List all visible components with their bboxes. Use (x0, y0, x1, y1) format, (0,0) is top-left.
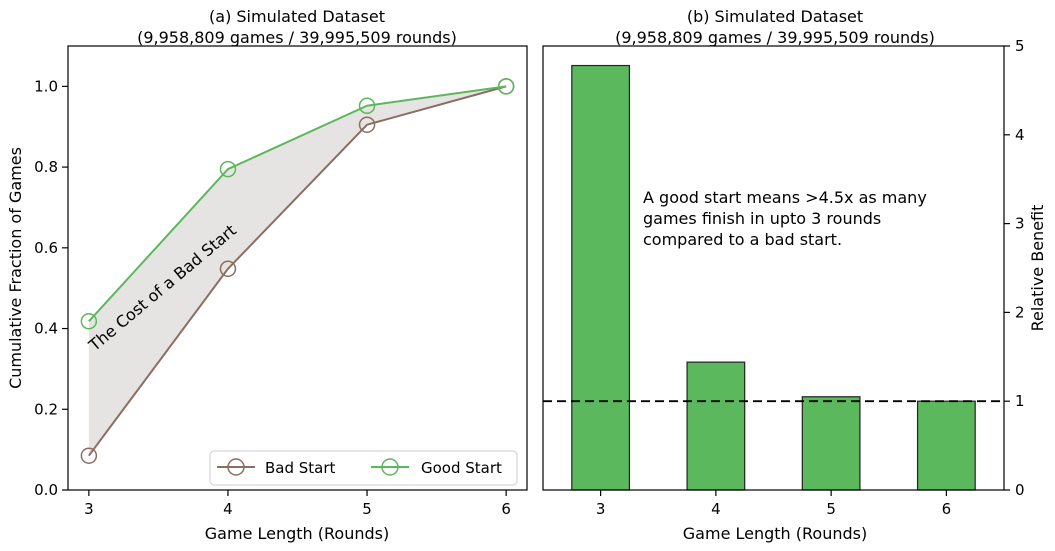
y-tick-label: 1.0 (34, 77, 58, 95)
y-tick-label: 1 (1015, 392, 1025, 410)
x-tick-label: 3 (84, 500, 94, 518)
legend: Bad Start Good Start (209, 450, 518, 486)
legend-bad-start-marker (227, 458, 245, 476)
panel-a-title-line2: (9,958,809 games / 39,995,509 rounds) (137, 28, 457, 47)
data-point-good-start (219, 160, 237, 178)
data-point-bad-start (80, 447, 98, 464)
panel-a-series (80, 78, 515, 464)
panel-a-y-ticks: 0.0 0.2 0.4 0.6 0.8 1.0 (34, 77, 68, 499)
data-point-good-start (497, 78, 515, 95)
legend-bad-start-label: Bad Start (265, 459, 336, 477)
panel-b-title-line1: (b) Simulated Dataset (687, 7, 863, 26)
legend-good-start-label: Good Start (421, 459, 502, 477)
y-tick-label: 4 (1015, 126, 1025, 144)
y-tick-label: 0.8 (34, 158, 58, 176)
legend-good-start-marker (381, 458, 399, 476)
y-tick-label: 3 (1015, 215, 1025, 233)
data-point-good-start (358, 97, 376, 114)
x-tick-label: 6 (942, 500, 952, 518)
cost-of-bad-start-area (88, 86, 507, 456)
annotation-line-3: compared to a bad start. (643, 230, 842, 249)
y-tick-label: 5 (1015, 37, 1025, 55)
x-tick-label: 5 (362, 500, 372, 518)
panel-b-xlabel: Game Length (Rounds) (683, 524, 867, 543)
panel-a-xlabel: Game Length (Rounds) (205, 524, 389, 543)
bar-6 (916, 400, 976, 491)
panel-a-x-ticks: 3 4 5 6 (84, 490, 511, 518)
panel-b-bars (571, 64, 976, 491)
annotation-line-2: games finish in upto 3 rounds (643, 209, 881, 228)
legend-box (209, 450, 518, 486)
x-tick-label: 5 (826, 500, 836, 518)
panel-b-ylabel: Relative Benefit (1028, 205, 1047, 332)
series-line-bad-start (88, 85, 507, 457)
x-tick-label: 4 (711, 500, 721, 518)
annotation-line-1: A good start means >4.5x as many (643, 188, 927, 207)
panel-a-frame (67, 45, 528, 491)
y-tick-label: 0.6 (34, 239, 58, 257)
x-tick-label: 3 (596, 500, 606, 518)
panel-b-title-line2: (9,958,809 games / 39,995,509 rounds) (615, 28, 935, 47)
bar-5 (801, 396, 861, 491)
x-tick-label: 4 (223, 500, 233, 518)
panel-a-line-chart: (a) Simulated Dataset (9,958,809 games /… (6, 7, 528, 543)
y-tick-label: 0.2 (34, 400, 58, 418)
data-point-bad-start (219, 260, 237, 278)
y-tick-label: 2 (1015, 303, 1025, 321)
y-tick-label: 0.0 (34, 481, 58, 499)
y-tick-label: 0.4 (34, 320, 58, 338)
panel-b-annotation: A good start means >4.5x as many games f… (643, 188, 927, 249)
panel-b-y-ticks: 0 1 2 3 4 5 (1004, 37, 1025, 499)
data-point-good-start (80, 313, 98, 330)
panel-a-title-line1: (a) Simulated Dataset (209, 7, 385, 26)
panel-b-x-ticks: 3 4 5 6 (596, 490, 951, 518)
bar-3 (571, 64, 631, 491)
bar-4 (686, 361, 746, 491)
y-tick-label: 0 (1015, 481, 1025, 499)
panel-b-frame (542, 45, 1005, 491)
panel-b-bar-chart: (b) Simulated Dataset (9,958,809 games /… (542, 7, 1047, 543)
data-point-bad-start (358, 116, 376, 133)
x-tick-label: 6 (501, 500, 511, 518)
series-line-good-start (88, 85, 507, 322)
panel-a-ylabel: Cumulative Fraction of Games (6, 147, 25, 389)
